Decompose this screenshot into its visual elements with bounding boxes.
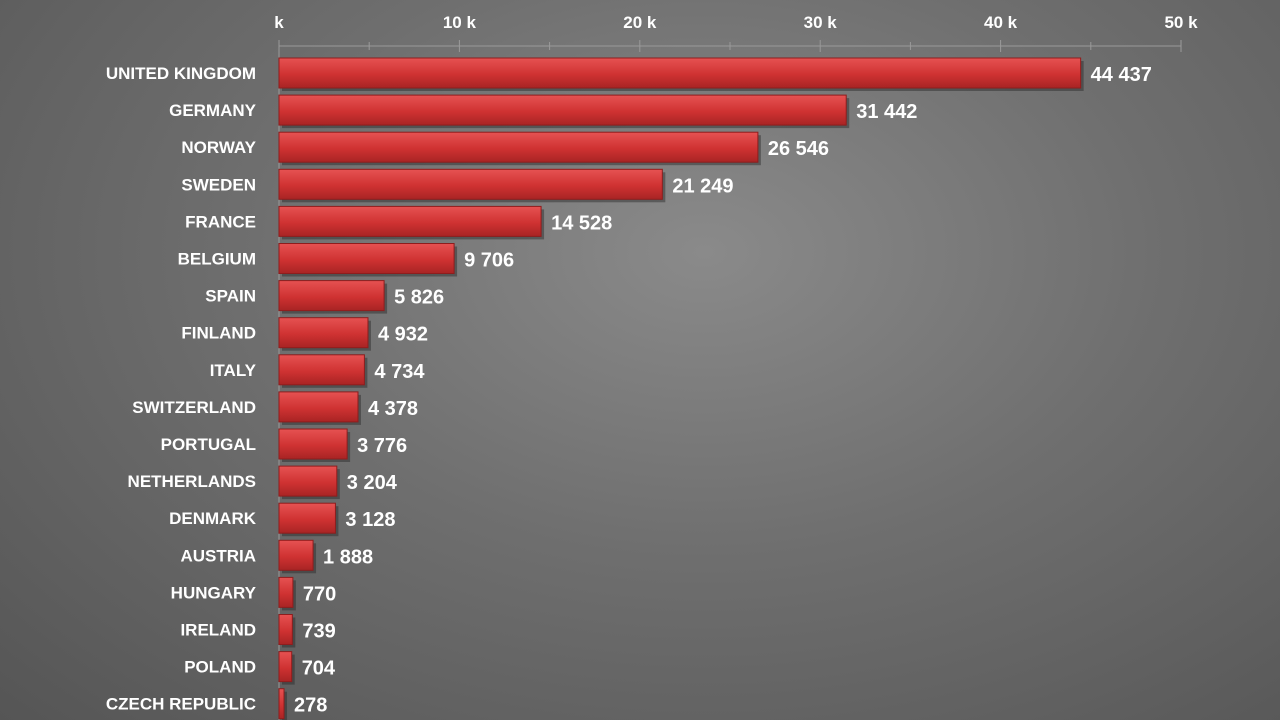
bar: [278, 94, 847, 126]
value-label: 278: [294, 695, 327, 717]
category-label: PORTUGAL: [161, 435, 256, 454]
category-label: ITALY: [210, 361, 257, 380]
category-label: HUNGARY: [171, 583, 257, 602]
x-tick-label: 40 k: [984, 13, 1018, 32]
value-label: 14 528: [551, 212, 612, 234]
value-label: 704: [302, 658, 336, 680]
x-tick-label: 50 k: [1164, 13, 1198, 32]
value-label: 4 932: [378, 324, 428, 346]
bar: [278, 131, 759, 163]
category-label: SPAIN: [205, 287, 256, 306]
value-label: 1 888: [323, 546, 373, 568]
value-label: 21 249: [672, 175, 733, 197]
value-label: 770: [303, 583, 336, 605]
bar: [278, 502, 336, 534]
category-label: GERMANY: [169, 101, 257, 120]
value-label: 739: [302, 621, 335, 643]
category-label: FINLAND: [181, 324, 256, 343]
bar: [278, 465, 338, 497]
category-label: FRANCE: [185, 212, 256, 231]
value-label: 3 204: [347, 472, 398, 494]
category-label: BELGIUM: [178, 250, 256, 269]
category-label: CZECH REPUBLIC: [106, 695, 256, 714]
category-label: SWITZERLAND: [132, 398, 256, 417]
bar: [278, 280, 385, 312]
labels: UNITED KINGDOM 44 437 GERMANY 31 442 NORWAY 2…: [106, 64, 1152, 717]
x-tick-label: 10 k: [443, 13, 477, 32]
value-label: 26 546: [768, 138, 829, 160]
bar: [278, 168, 663, 200]
category-label: IRELAND: [180, 621, 256, 640]
bar: [278, 243, 455, 274]
x-tick-label: 30 k: [804, 13, 838, 32]
value-label: 3 776: [357, 435, 407, 457]
value-label: 5 826: [394, 287, 444, 309]
value-label: 3 128: [345, 509, 395, 531]
bar: [278, 205, 542, 237]
value-label: 4 378: [368, 398, 418, 420]
bar: [278, 354, 365, 386]
category-label: AUSTRIA: [180, 546, 256, 565]
bar: [278, 614, 293, 645]
category-label: NORWAY: [181, 138, 256, 157]
bar: [278, 317, 369, 349]
value-label: 44 437: [1091, 64, 1152, 86]
bar: [278, 688, 285, 720]
category-label: SWEDEN: [181, 175, 256, 194]
category-label: UNITED KINGDOM: [106, 64, 256, 83]
bar: [278, 576, 294, 608]
value-label: 4 734: [374, 361, 425, 383]
bar: [278, 428, 348, 460]
bars: [278, 57, 1084, 720]
bar: [278, 57, 1082, 89]
category-label: POLAND: [184, 658, 256, 677]
x-tick-label: k: [274, 13, 284, 32]
category-label: DENMARK: [169, 509, 257, 528]
value-label: 9 706: [464, 250, 514, 272]
bar: [278, 651, 293, 683]
category-label: NETHERLANDS: [128, 472, 256, 491]
value-label: 31 442: [856, 101, 917, 123]
bar: [278, 539, 314, 571]
bar: [278, 391, 359, 423]
x-tick-label: 20 k: [623, 13, 657, 32]
